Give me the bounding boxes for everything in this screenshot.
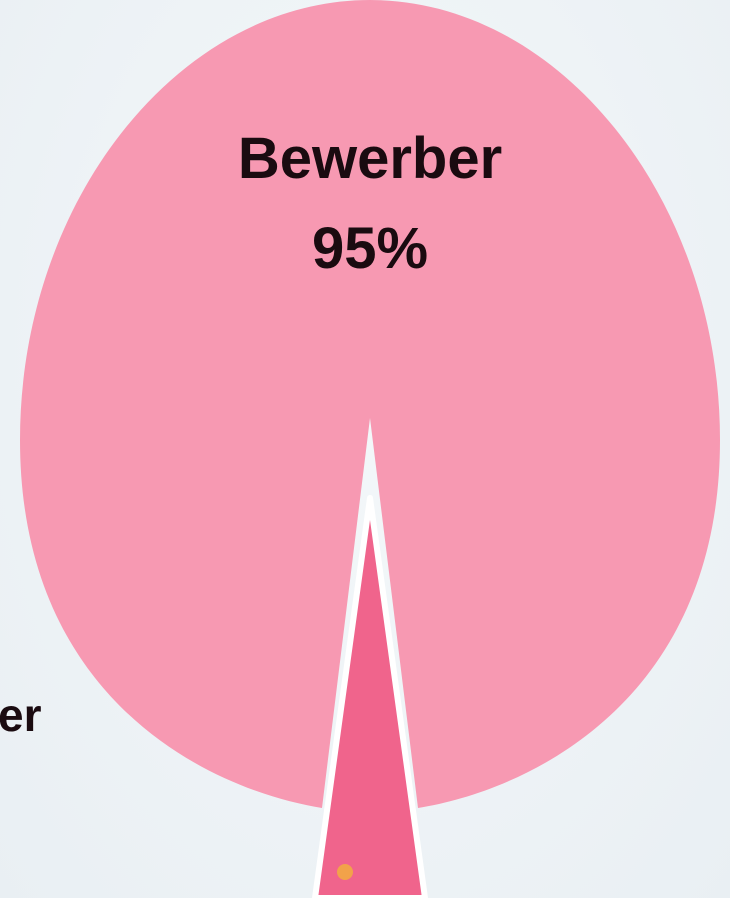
pie-slice-accent bbox=[337, 864, 353, 880]
pie-slice-bewerber bbox=[20, 0, 720, 808]
slice-value-bewerber: 95% bbox=[312, 216, 428, 281]
slice-label-bewerber: Bewerber bbox=[238, 126, 502, 191]
pie-slice-small bbox=[312, 495, 428, 898]
cut-off-slice-label: er bbox=[0, 689, 42, 741]
